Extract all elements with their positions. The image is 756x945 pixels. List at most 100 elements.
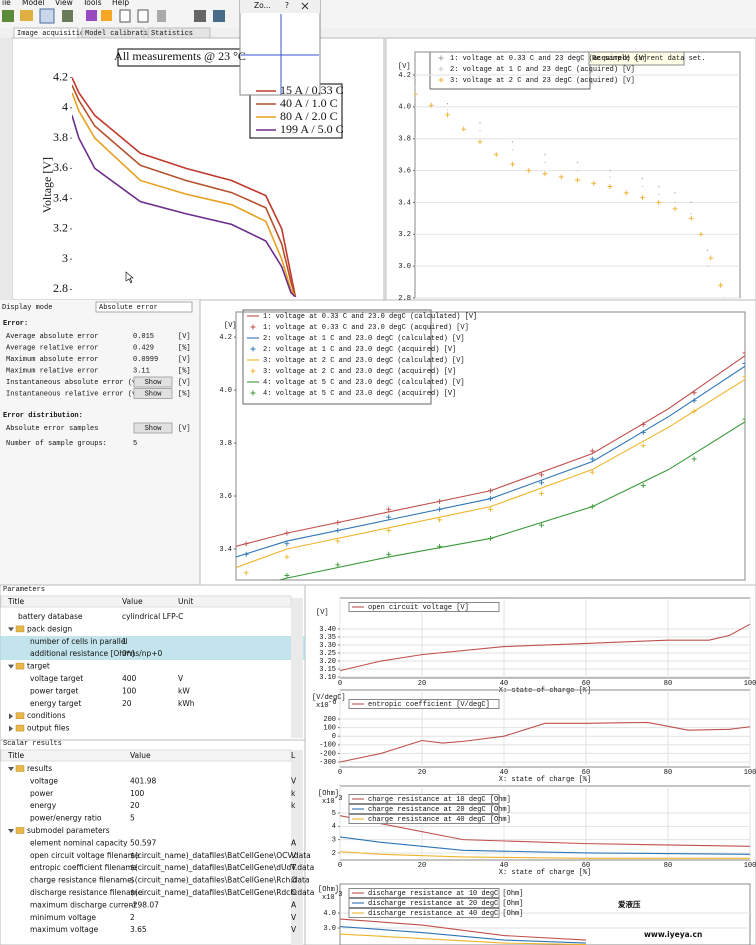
plus-marker (589, 448, 595, 454)
x-axis-label: X: state of charge [%] (499, 869, 591, 877)
row-value: $(circuit_name)_datafiles\BatCellGene\OC… (130, 851, 311, 860)
row-title: power target (30, 686, 78, 695)
button[interactable] (133, 376, 173, 388)
y-tick-label: 3.25 (319, 650, 336, 658)
row-title: conditions (27, 711, 66, 720)
plus-marker (656, 199, 662, 205)
icon[interactable] (101, 10, 112, 21)
cursor (125, 271, 134, 284)
error-panel (0, 300, 200, 585)
folder-icon (15, 712, 25, 719)
icon[interactable] (157, 10, 166, 22)
menu-item[interactable]: View (55, 0, 73, 7)
plus-marker (243, 551, 249, 557)
close-icon[interactable] (301, 2, 309, 10)
column-header: Value (130, 751, 151, 760)
plus-marker (742, 350, 745, 356)
row-title: maximum voltage (30, 925, 99, 934)
y-tick-label: 100 (323, 724, 336, 732)
curve (72, 115, 297, 297)
tab[interactable] (81, 27, 145, 39)
plus-marker (428, 102, 434, 108)
row-value: 0*ns/np+0 (122, 649, 163, 658)
button[interactable] (133, 422, 173, 434)
menu-item[interactable]: Help (112, 0, 129, 7)
y-tick-label: 3.6 (53, 160, 68, 174)
legend-box (348, 794, 500, 804)
legend-box (348, 898, 500, 908)
legend-swatch (250, 368, 256, 374)
row-unit: kWh (178, 699, 195, 708)
row-title: element nominal capacity (30, 838, 128, 847)
row-value: 5 (130, 814, 135, 823)
menu-item[interactable]: Tools (82, 0, 102, 7)
icon[interactable] (86, 10, 97, 21)
plus-marker (708, 255, 714, 261)
y-tick-label: 3.4 (398, 199, 411, 207)
x-tick-label: 40 (500, 680, 508, 688)
plus-marker (445, 112, 450, 118)
icon[interactable] (137, 9, 149, 23)
plus-marker (335, 527, 341, 533)
curve (236, 379, 745, 569)
plot-marks (340, 918, 587, 945)
plot-marks (236, 350, 745, 580)
icon[interactable] (2, 10, 14, 22)
plus-marker (335, 538, 341, 544)
icon[interactable] (213, 10, 225, 22)
row-unit: [%] (178, 390, 191, 398)
legend-box (348, 699, 500, 709)
button-label[interactable]: Show (145, 379, 163, 387)
y-tick-label: 2.8 (398, 295, 411, 303)
legend-box (348, 602, 500, 612)
y-tick-label: 3 (332, 836, 336, 844)
row-value: 1 (122, 637, 127, 646)
row-unit: V (291, 863, 297, 872)
icon[interactable] (20, 10, 33, 21)
plot-marks (415, 82, 725, 298)
y-tick-label: 3.30 (319, 642, 336, 650)
zoom-title: Zo... (254, 1, 271, 10)
legend-label: charge resistance at 20 degC [Ohm] (368, 806, 511, 814)
y-tick-label: 3.0 (398, 263, 411, 271)
icon[interactable] (62, 10, 73, 22)
menu-item[interactable]: Model (22, 0, 45, 7)
row-value: 2 (130, 913, 135, 922)
x-tick-label: 40 (500, 862, 508, 870)
row-value: 50.597 (130, 838, 156, 847)
tab[interactable] (13, 27, 79, 39)
row-value: 401.98 (130, 776, 156, 785)
legend-label: 15 A / 0.33 C (280, 83, 344, 97)
legend-label: 1: voltage at 0.33 C and 23.0 degC (acqu… (263, 324, 469, 332)
button-label[interactable]: Show (145, 425, 163, 433)
zoom-window[interactable] (239, 0, 321, 96)
expander (9, 725, 13, 732)
icon[interactable] (39, 8, 55, 24)
button-label[interactable]: Show (145, 390, 163, 398)
plus-marker (386, 551, 392, 557)
curve (340, 721, 750, 763)
plus-marker (640, 422, 646, 428)
y-tick-label: 3.2 (398, 231, 411, 239)
tab[interactable] (147, 27, 211, 39)
x-tick-label: 80 (664, 769, 672, 777)
row-value: 20 (122, 699, 132, 708)
expander (9, 713, 13, 720)
x-tick-label: 100 (744, 769, 756, 777)
icon[interactable] (194, 10, 206, 22)
row-unit: V (178, 674, 184, 683)
row-value: $(circuit_name)_datafiles\BatCellGene\Rc… (130, 876, 310, 885)
plus-marker (538, 490, 544, 496)
row-label: Instantaneous relative error (vs. SOC) (6, 390, 166, 398)
dropdown[interactable] (95, 301, 193, 313)
row-value: 3.65 (130, 925, 147, 934)
row-title: open circuit voltage filename (30, 851, 140, 860)
folder-icon (15, 625, 25, 633)
menu-item[interactable]: ile (2, 0, 11, 7)
icon[interactable] (119, 9, 131, 23)
watermark-brand: 爱液压 (618, 899, 641, 909)
legend-label: 2: voltage at 1 C and 23.0 degC (calcula… (263, 335, 465, 343)
button[interactable] (133, 388, 173, 399)
curve (72, 84, 297, 297)
